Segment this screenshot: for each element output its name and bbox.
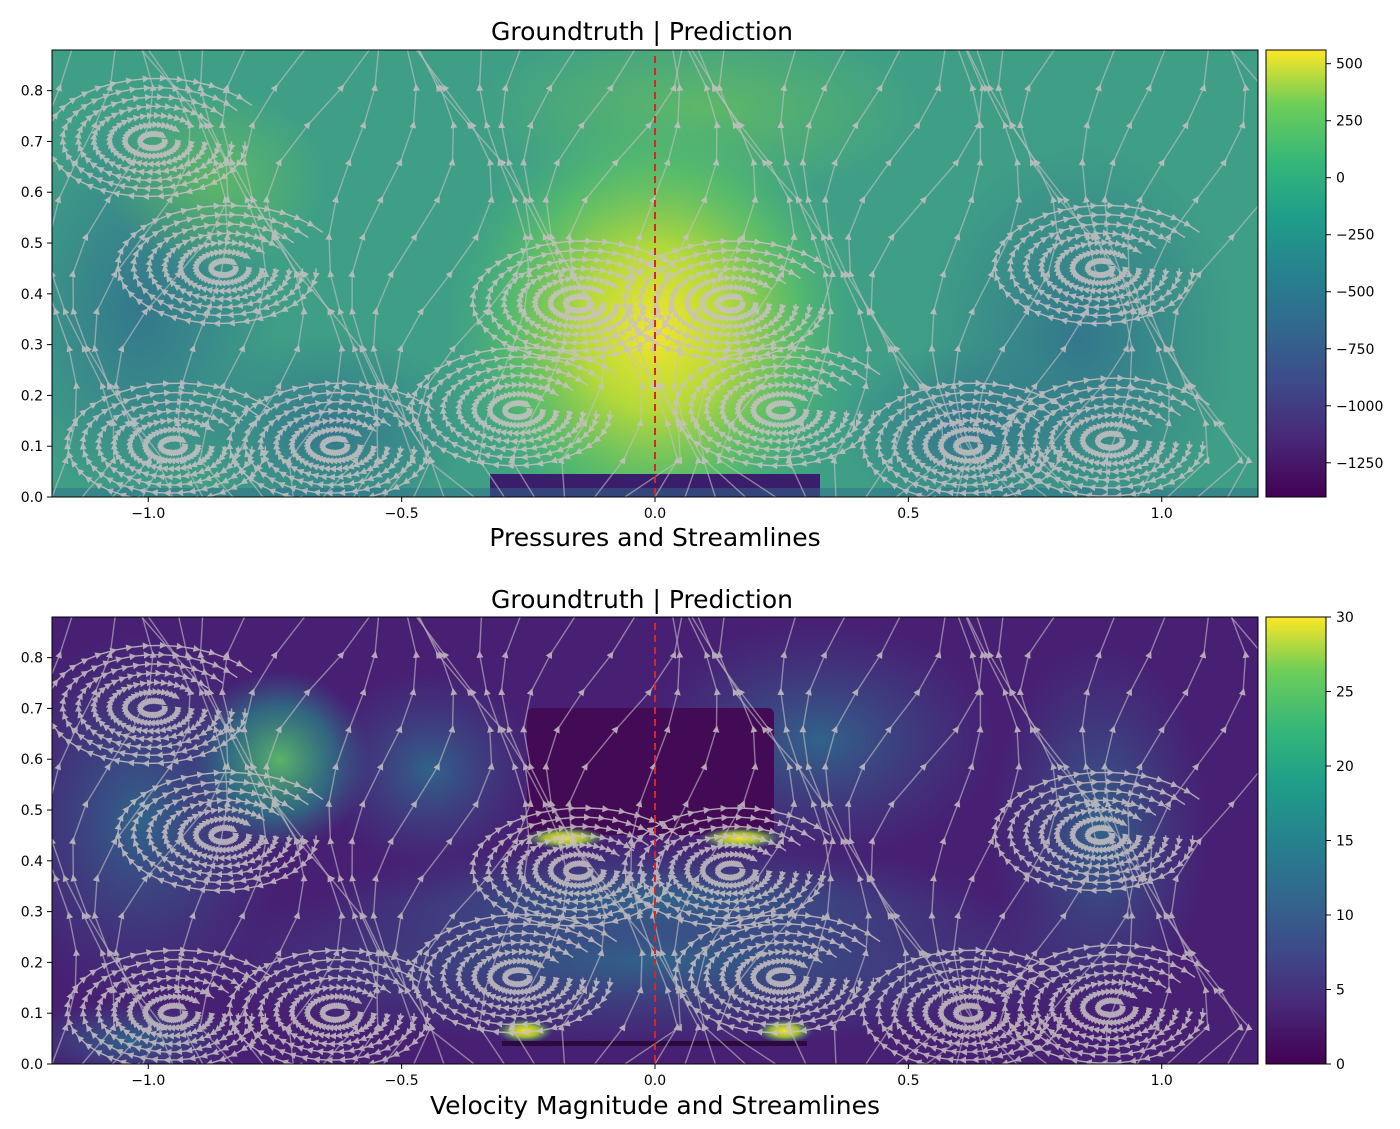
colorbar-tick-label: 500	[1336, 57, 1363, 73]
colorbar-tick-label: 25	[1336, 685, 1354, 701]
y-tick-label: 0.6	[21, 185, 43, 201]
y-tick-label: 0.7	[21, 134, 43, 150]
y-tick-label: 0.3	[21, 905, 43, 921]
y-tick-label: 0.5	[21, 803, 43, 819]
colorbar-tick-label: 30	[1336, 610, 1354, 626]
colorbar-tick-label: 5	[1336, 983, 1345, 999]
colorbar-tick-label: −750	[1336, 342, 1374, 358]
velocity-colorbar-ticks: 30 25 20 15 10 5 0	[1326, 610, 1354, 1073]
y-tick-label: 0.6	[21, 752, 43, 768]
x-tick-label: −0.5	[385, 1073, 419, 1089]
streamline	[1168, 50, 1258, 497]
colorbar-tick-label: 20	[1336, 759, 1354, 775]
x-tick-label: 0.5	[897, 1073, 919, 1089]
y-tick-label: 0.2	[21, 955, 43, 971]
pressure-panel-title: Groundtruth | Prediction	[491, 17, 793, 46]
colorbar-tick-label: 10	[1336, 908, 1354, 924]
x-tick-label: 1.0	[1151, 506, 1173, 522]
pressure-xlabel: Pressures and Streamlines	[489, 523, 820, 552]
pressure-colorbar	[1266, 50, 1326, 497]
x-tick-label: −1.0	[131, 1073, 165, 1089]
colorbar-tick-label: −500	[1336, 285, 1374, 301]
colorbar-tick-label: 0	[1336, 171, 1345, 187]
colorbar-tick-label: 0	[1336, 1057, 1345, 1073]
y-tick-label: 0.0	[21, 490, 43, 506]
colorbar-tick-label: 15	[1336, 834, 1354, 850]
y-tick-label: 0.8	[21, 651, 43, 667]
colorbar-tick-label: 250	[1336, 114, 1363, 130]
velocity-panel: Groundtruth | Prediction −1.0 −0.5 0.0 0.5 1…	[21, 585, 1354, 1120]
x-tick-label: −1.0	[131, 506, 165, 522]
streamline	[1168, 617, 1258, 1064]
x-tick-label: 0.5	[897, 506, 919, 522]
pressure-axes: −1.0 −0.5 0.0 0.5 1.0 0.0 0.1 0.2 0.3 0.4 0.5 0.6 0.…	[21, 84, 1173, 522]
y-tick-label: 0.1	[21, 439, 43, 455]
velocity-panel-title: Groundtruth | Prediction	[491, 585, 793, 614]
y-tick-label: 0.4	[21, 287, 43, 303]
colorbar-tick-label: −1250	[1336, 456, 1383, 472]
y-tick-label: 0.1	[21, 1006, 43, 1022]
y-tick-label: 0.4	[21, 854, 43, 870]
y-tick-label: 0.2	[21, 388, 43, 404]
y-tick-label: 0.5	[21, 236, 43, 252]
x-tick-label: 0.0	[644, 506, 666, 522]
velocity-xlabel: Velocity Magnitude and Streamlines	[430, 1091, 880, 1120]
y-tick-label: 0.0	[21, 1057, 43, 1073]
pressure-panel: Groundtruth | Prediction −1.0 −0.5 0.0 0.5 1…	[21, 17, 1384, 552]
y-tick-label: 0.3	[21, 338, 43, 354]
x-tick-label: 1.0	[1151, 1073, 1173, 1089]
pressure-colorbar-ticks: 500 250 0 −250 −500 −750 −1000 −1250	[1326, 57, 1383, 472]
x-tick-label: 0.0	[644, 1073, 666, 1089]
pressure-streamlines	[52, 50, 1258, 497]
y-tick-label: 0.8	[21, 84, 43, 100]
velocity-colorbar	[1266, 617, 1326, 1064]
y-tick-label: 0.7	[21, 701, 43, 717]
colorbar-tick-label: −250	[1336, 228, 1374, 244]
x-tick-label: −0.5	[385, 506, 419, 522]
colorbar-tick-label: −1000	[1336, 399, 1383, 415]
velocity-axes: −1.0 −0.5 0.0 0.5 1.0 0.0 0.1 0.2 0.3 0.4 0.5 0.6 0.…	[21, 651, 1173, 1089]
velocity-streamlines	[52, 617, 1258, 1064]
